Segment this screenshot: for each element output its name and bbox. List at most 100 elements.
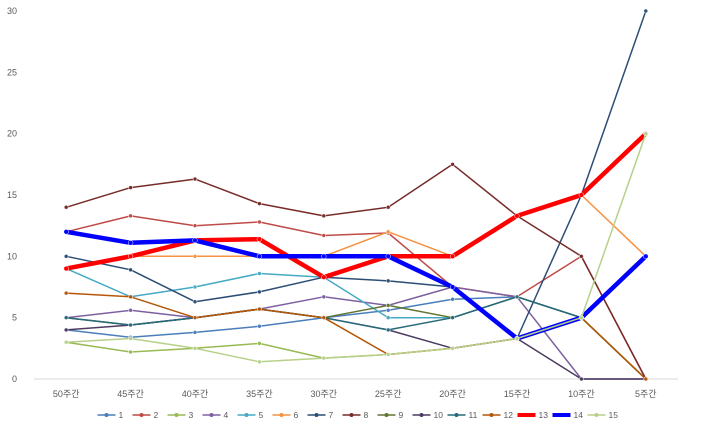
- data-point: [257, 341, 262, 346]
- data-point: [192, 223, 198, 228]
- data-point: [321, 315, 327, 320]
- x-tick-label: 20주간: [439, 389, 466, 399]
- legend-item: 1: [97, 410, 124, 420]
- data-point: [385, 352, 391, 357]
- data-point: [321, 355, 327, 361]
- legend-item: 12: [482, 410, 513, 420]
- legend-item: 9: [377, 410, 404, 420]
- legend-marker: [209, 413, 214, 417]
- data-point: [449, 284, 456, 290]
- y-tick-label: 15: [7, 190, 17, 200]
- series-10: [63, 306, 649, 382]
- legend-label: 14: [574, 410, 584, 420]
- data-point: [192, 299, 198, 304]
- data-point: [127, 240, 134, 246]
- data-point: [385, 278, 391, 284]
- data-point: [643, 253, 649, 259]
- data-point: [449, 253, 456, 259]
- legend-marker: [279, 413, 284, 417]
- legend-item: 11: [447, 410, 478, 420]
- data-point: [256, 253, 263, 259]
- series-line: [66, 10, 647, 340]
- data-point: [192, 346, 198, 351]
- data-point: [385, 205, 391, 210]
- series-4: [63, 284, 649, 382]
- data-point: [257, 219, 262, 225]
- legend-item: 14: [552, 410, 584, 420]
- data-point: [450, 297, 455, 302]
- data-point: [63, 265, 69, 272]
- data-point: [257, 201, 262, 206]
- legend-marker: [454, 413, 459, 417]
- x-tick-label: 45주간: [117, 389, 144, 399]
- data-point: [63, 229, 69, 235]
- data-point: [257, 306, 262, 312]
- y-tick-label: 30: [7, 6, 17, 16]
- legend-item: 8: [342, 410, 369, 420]
- legend-marker: [349, 413, 354, 417]
- data-point: [579, 254, 584, 259]
- series-6: [63, 192, 649, 271]
- data-point: [63, 339, 69, 345]
- data-point: [128, 267, 133, 273]
- data-point: [257, 271, 262, 276]
- legend-label: 3: [189, 410, 194, 420]
- data-point: [128, 213, 133, 219]
- data-point: [127, 253, 134, 259]
- legend-item: 2: [132, 410, 159, 420]
- legend-item: 4: [202, 410, 229, 420]
- data-point: [321, 294, 327, 300]
- data-point: [450, 315, 455, 320]
- data-point: [450, 346, 455, 351]
- legend-marker: [174, 413, 179, 417]
- series-8: [63, 162, 649, 382]
- data-point: [63, 205, 69, 210]
- y-tick-label: 0: [12, 374, 17, 384]
- legend-label: 9: [399, 410, 404, 420]
- x-tick-label: 10주간: [568, 389, 595, 399]
- data-point: [256, 236, 263, 242]
- y-tick-label: 25: [7, 67, 17, 77]
- legend-label: 13: [539, 410, 549, 420]
- legend-marker: [524, 413, 529, 417]
- data-point: [257, 359, 262, 365]
- legend-marker: [104, 413, 109, 417]
- legend-item: 6: [272, 410, 299, 420]
- legend-item: 10: [412, 410, 444, 420]
- legend-label: 7: [329, 410, 334, 420]
- data-point: [514, 213, 520, 219]
- legend-label: 2: [154, 410, 159, 420]
- data-point: [321, 274, 327, 280]
- x-tick-label: 15주간: [504, 389, 531, 399]
- series-9: [63, 294, 649, 382]
- data-point: [643, 8, 649, 14]
- data-point: [128, 336, 133, 341]
- data-point: [192, 315, 198, 320]
- data-point: [257, 289, 262, 295]
- legend-label: 10: [434, 410, 444, 420]
- legend-marker: [559, 413, 564, 417]
- data-point: [63, 290, 69, 296]
- data-point: [578, 192, 585, 198]
- data-point: [385, 327, 391, 333]
- legend-item: 7: [307, 410, 334, 420]
- legend-label: 1: [119, 410, 124, 420]
- data-point: [321, 253, 327, 259]
- legend-label: 4: [224, 410, 229, 420]
- data-point: [192, 284, 198, 290]
- legend-marker: [384, 413, 389, 417]
- series-line: [66, 308, 646, 380]
- data-point: [643, 131, 649, 136]
- data-point: [321, 233, 327, 238]
- data-point: [192, 254, 198, 259]
- data-point: [385, 303, 391, 308]
- legend-marker: [244, 413, 249, 417]
- legend-label: 15: [609, 410, 619, 420]
- legend: 1 2 3 4 5 6 7 8 9 10 11 12 13 14 15: [97, 410, 619, 420]
- series-line: [65, 132, 648, 280]
- series-7: [63, 8, 649, 341]
- y-axis: 0 5 10 15 20 25 30: [7, 6, 17, 384]
- data-point: [643, 376, 649, 382]
- data-point: [128, 322, 133, 328]
